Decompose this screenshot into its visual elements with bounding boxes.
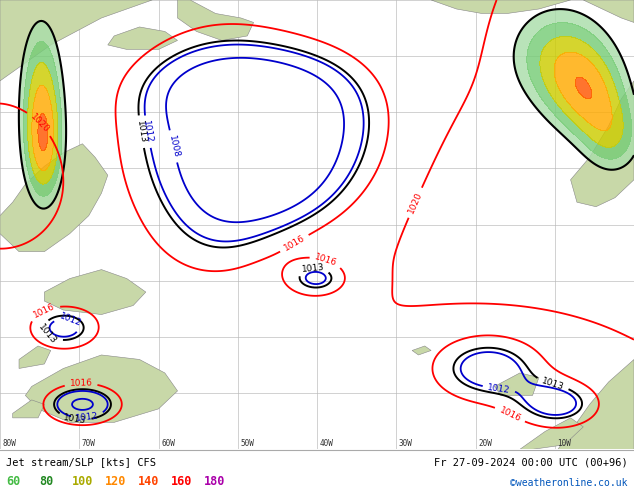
Text: 1016: 1016 xyxy=(70,379,93,388)
Polygon shape xyxy=(571,81,634,207)
Polygon shape xyxy=(0,144,108,252)
Text: 1012: 1012 xyxy=(141,120,154,144)
Text: 40W: 40W xyxy=(320,440,333,448)
Text: 1013: 1013 xyxy=(37,323,58,346)
Text: 1016: 1016 xyxy=(282,234,306,253)
Text: 1016: 1016 xyxy=(314,252,338,268)
Text: 50W: 50W xyxy=(240,440,254,448)
Text: 60: 60 xyxy=(6,475,20,488)
Polygon shape xyxy=(431,0,571,14)
Text: 100: 100 xyxy=(72,475,94,488)
Polygon shape xyxy=(13,400,44,418)
Text: ©weatheronline.co.uk: ©weatheronline.co.uk xyxy=(510,478,628,488)
Text: 1008: 1008 xyxy=(167,134,180,159)
Text: 1013: 1013 xyxy=(301,263,325,274)
Text: 1020: 1020 xyxy=(406,191,424,215)
Text: 80: 80 xyxy=(39,475,53,488)
Polygon shape xyxy=(412,346,431,355)
Polygon shape xyxy=(520,418,583,449)
Text: 70W: 70W xyxy=(82,440,96,448)
Text: Fr 27-09-2024 00:00 UTC (00+96): Fr 27-09-2024 00:00 UTC (00+96) xyxy=(434,458,628,467)
Text: 180: 180 xyxy=(204,475,226,488)
Text: 160: 160 xyxy=(171,475,193,488)
Text: 60W: 60W xyxy=(161,440,175,448)
Polygon shape xyxy=(44,270,146,315)
Polygon shape xyxy=(583,0,634,23)
Text: 1013: 1013 xyxy=(63,413,87,425)
Polygon shape xyxy=(19,346,51,368)
Text: 1016: 1016 xyxy=(498,405,522,423)
Text: 140: 140 xyxy=(138,475,160,488)
Text: 1013: 1013 xyxy=(135,120,147,144)
Text: 1012: 1012 xyxy=(75,412,100,423)
Polygon shape xyxy=(25,355,178,422)
Text: 80W: 80W xyxy=(3,440,16,448)
Text: 20W: 20W xyxy=(478,440,492,448)
Text: 1016: 1016 xyxy=(32,302,56,320)
Text: 120: 120 xyxy=(105,475,127,488)
Polygon shape xyxy=(558,360,634,449)
Text: Jet stream/SLP [kts] CFS: Jet stream/SLP [kts] CFS xyxy=(6,458,157,467)
Polygon shape xyxy=(0,0,152,81)
Polygon shape xyxy=(108,27,178,49)
Text: 30W: 30W xyxy=(399,440,413,448)
Text: 10W: 10W xyxy=(557,440,571,448)
Polygon shape xyxy=(495,373,539,395)
Text: 1020: 1020 xyxy=(29,112,51,135)
Text: 1012: 1012 xyxy=(58,312,82,328)
Text: 1013: 1013 xyxy=(541,376,566,392)
Text: 1012: 1012 xyxy=(487,383,511,394)
Polygon shape xyxy=(178,0,254,41)
